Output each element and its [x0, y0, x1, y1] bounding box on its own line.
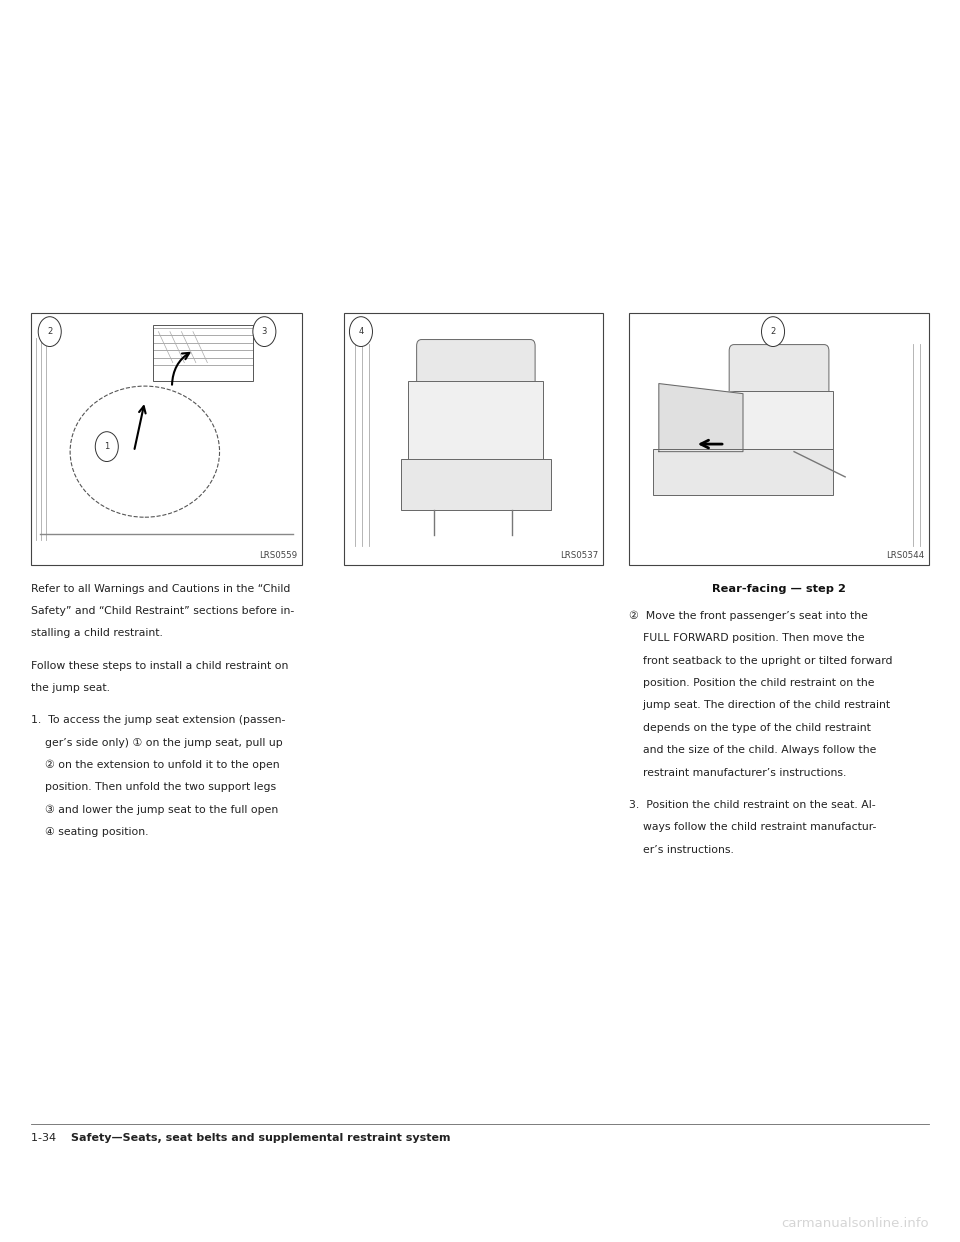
- Circle shape: [349, 317, 372, 347]
- Text: er’s instructions.: er’s instructions.: [629, 845, 733, 854]
- Text: 3.  Position the child restraint on the seat. Al-: 3. Position the child restraint on the s…: [629, 800, 876, 810]
- FancyBboxPatch shape: [730, 344, 828, 400]
- Text: Safety” and “Child Restraint” sections before in-: Safety” and “Child Restraint” sections b…: [31, 606, 294, 616]
- Polygon shape: [659, 384, 743, 452]
- Text: ④ seating position.: ④ seating position.: [31, 827, 148, 837]
- Text: stalling a child restraint.: stalling a child restraint.: [31, 628, 162, 638]
- Bar: [725, 391, 833, 460]
- Text: 2: 2: [47, 327, 53, 337]
- Text: 2: 2: [771, 327, 776, 337]
- Text: ger’s side only) ① on the jump seat, pull up: ger’s side only) ① on the jump seat, pul…: [31, 738, 282, 748]
- Text: 4: 4: [358, 327, 364, 337]
- Circle shape: [95, 432, 118, 462]
- Text: 1: 1: [105, 442, 109, 451]
- Text: and the size of the child. Always follow the: and the size of the child. Always follow…: [629, 745, 876, 755]
- Text: ②  Move the front passenger’s seat into the: ② Move the front passenger’s seat into t…: [629, 611, 868, 621]
- Text: position. Then unfold the two support legs: position. Then unfold the two support le…: [31, 782, 276, 792]
- Text: restraint manufacturer’s instructions.: restraint manufacturer’s instructions.: [629, 768, 846, 777]
- Circle shape: [38, 317, 61, 347]
- Text: Rear-facing — step 2: Rear-facing — step 2: [712, 584, 846, 594]
- Bar: [344, 313, 603, 565]
- Text: 3: 3: [262, 327, 267, 337]
- Bar: [400, 460, 551, 509]
- Bar: [629, 313, 929, 565]
- Text: Safety—Seats, seat belts and supplemental restraint system: Safety—Seats, seat belts and supplementa…: [71, 1133, 450, 1143]
- FancyBboxPatch shape: [417, 339, 535, 390]
- Text: front seatback to the upright or tilted forward: front seatback to the upright or tilted …: [629, 656, 892, 666]
- Bar: [31, 313, 302, 565]
- Text: ② on the extension to unfold it to the open: ② on the extension to unfold it to the o…: [31, 760, 279, 770]
- Text: ways follow the child restraint manufactur-: ways follow the child restraint manufact…: [629, 822, 876, 832]
- Text: Refer to all Warnings and Cautions in the “Child: Refer to all Warnings and Cautions in th…: [31, 584, 290, 594]
- Text: Follow these steps to install a child restraint on: Follow these steps to install a child re…: [31, 661, 288, 671]
- Text: LRS0537: LRS0537: [560, 551, 598, 560]
- Text: jump seat. The direction of the child restraint: jump seat. The direction of the child re…: [629, 700, 890, 710]
- Bar: [153, 325, 253, 381]
- Text: the jump seat.: the jump seat.: [31, 683, 109, 693]
- Text: LRS0559: LRS0559: [259, 551, 298, 560]
- Text: 1-34: 1-34: [31, 1133, 62, 1143]
- Bar: [653, 450, 833, 494]
- Circle shape: [761, 317, 784, 347]
- Text: ③ and lower the jump seat to the full open: ③ and lower the jump seat to the full op…: [31, 805, 278, 815]
- Text: depends on the type of the child restraint: depends on the type of the child restrai…: [629, 723, 871, 733]
- Circle shape: [252, 317, 276, 347]
- Bar: [409, 381, 543, 465]
- Text: carmanualsonline.info: carmanualsonline.info: [781, 1217, 929, 1230]
- Text: 1.  To access the jump seat extension (passen-: 1. To access the jump seat extension (pa…: [31, 715, 285, 725]
- Text: LRS0544: LRS0544: [886, 551, 924, 560]
- Text: FULL FORWARD position. Then move the: FULL FORWARD position. Then move the: [629, 633, 864, 643]
- Text: position. Position the child restraint on the: position. Position the child restraint o…: [629, 678, 875, 688]
